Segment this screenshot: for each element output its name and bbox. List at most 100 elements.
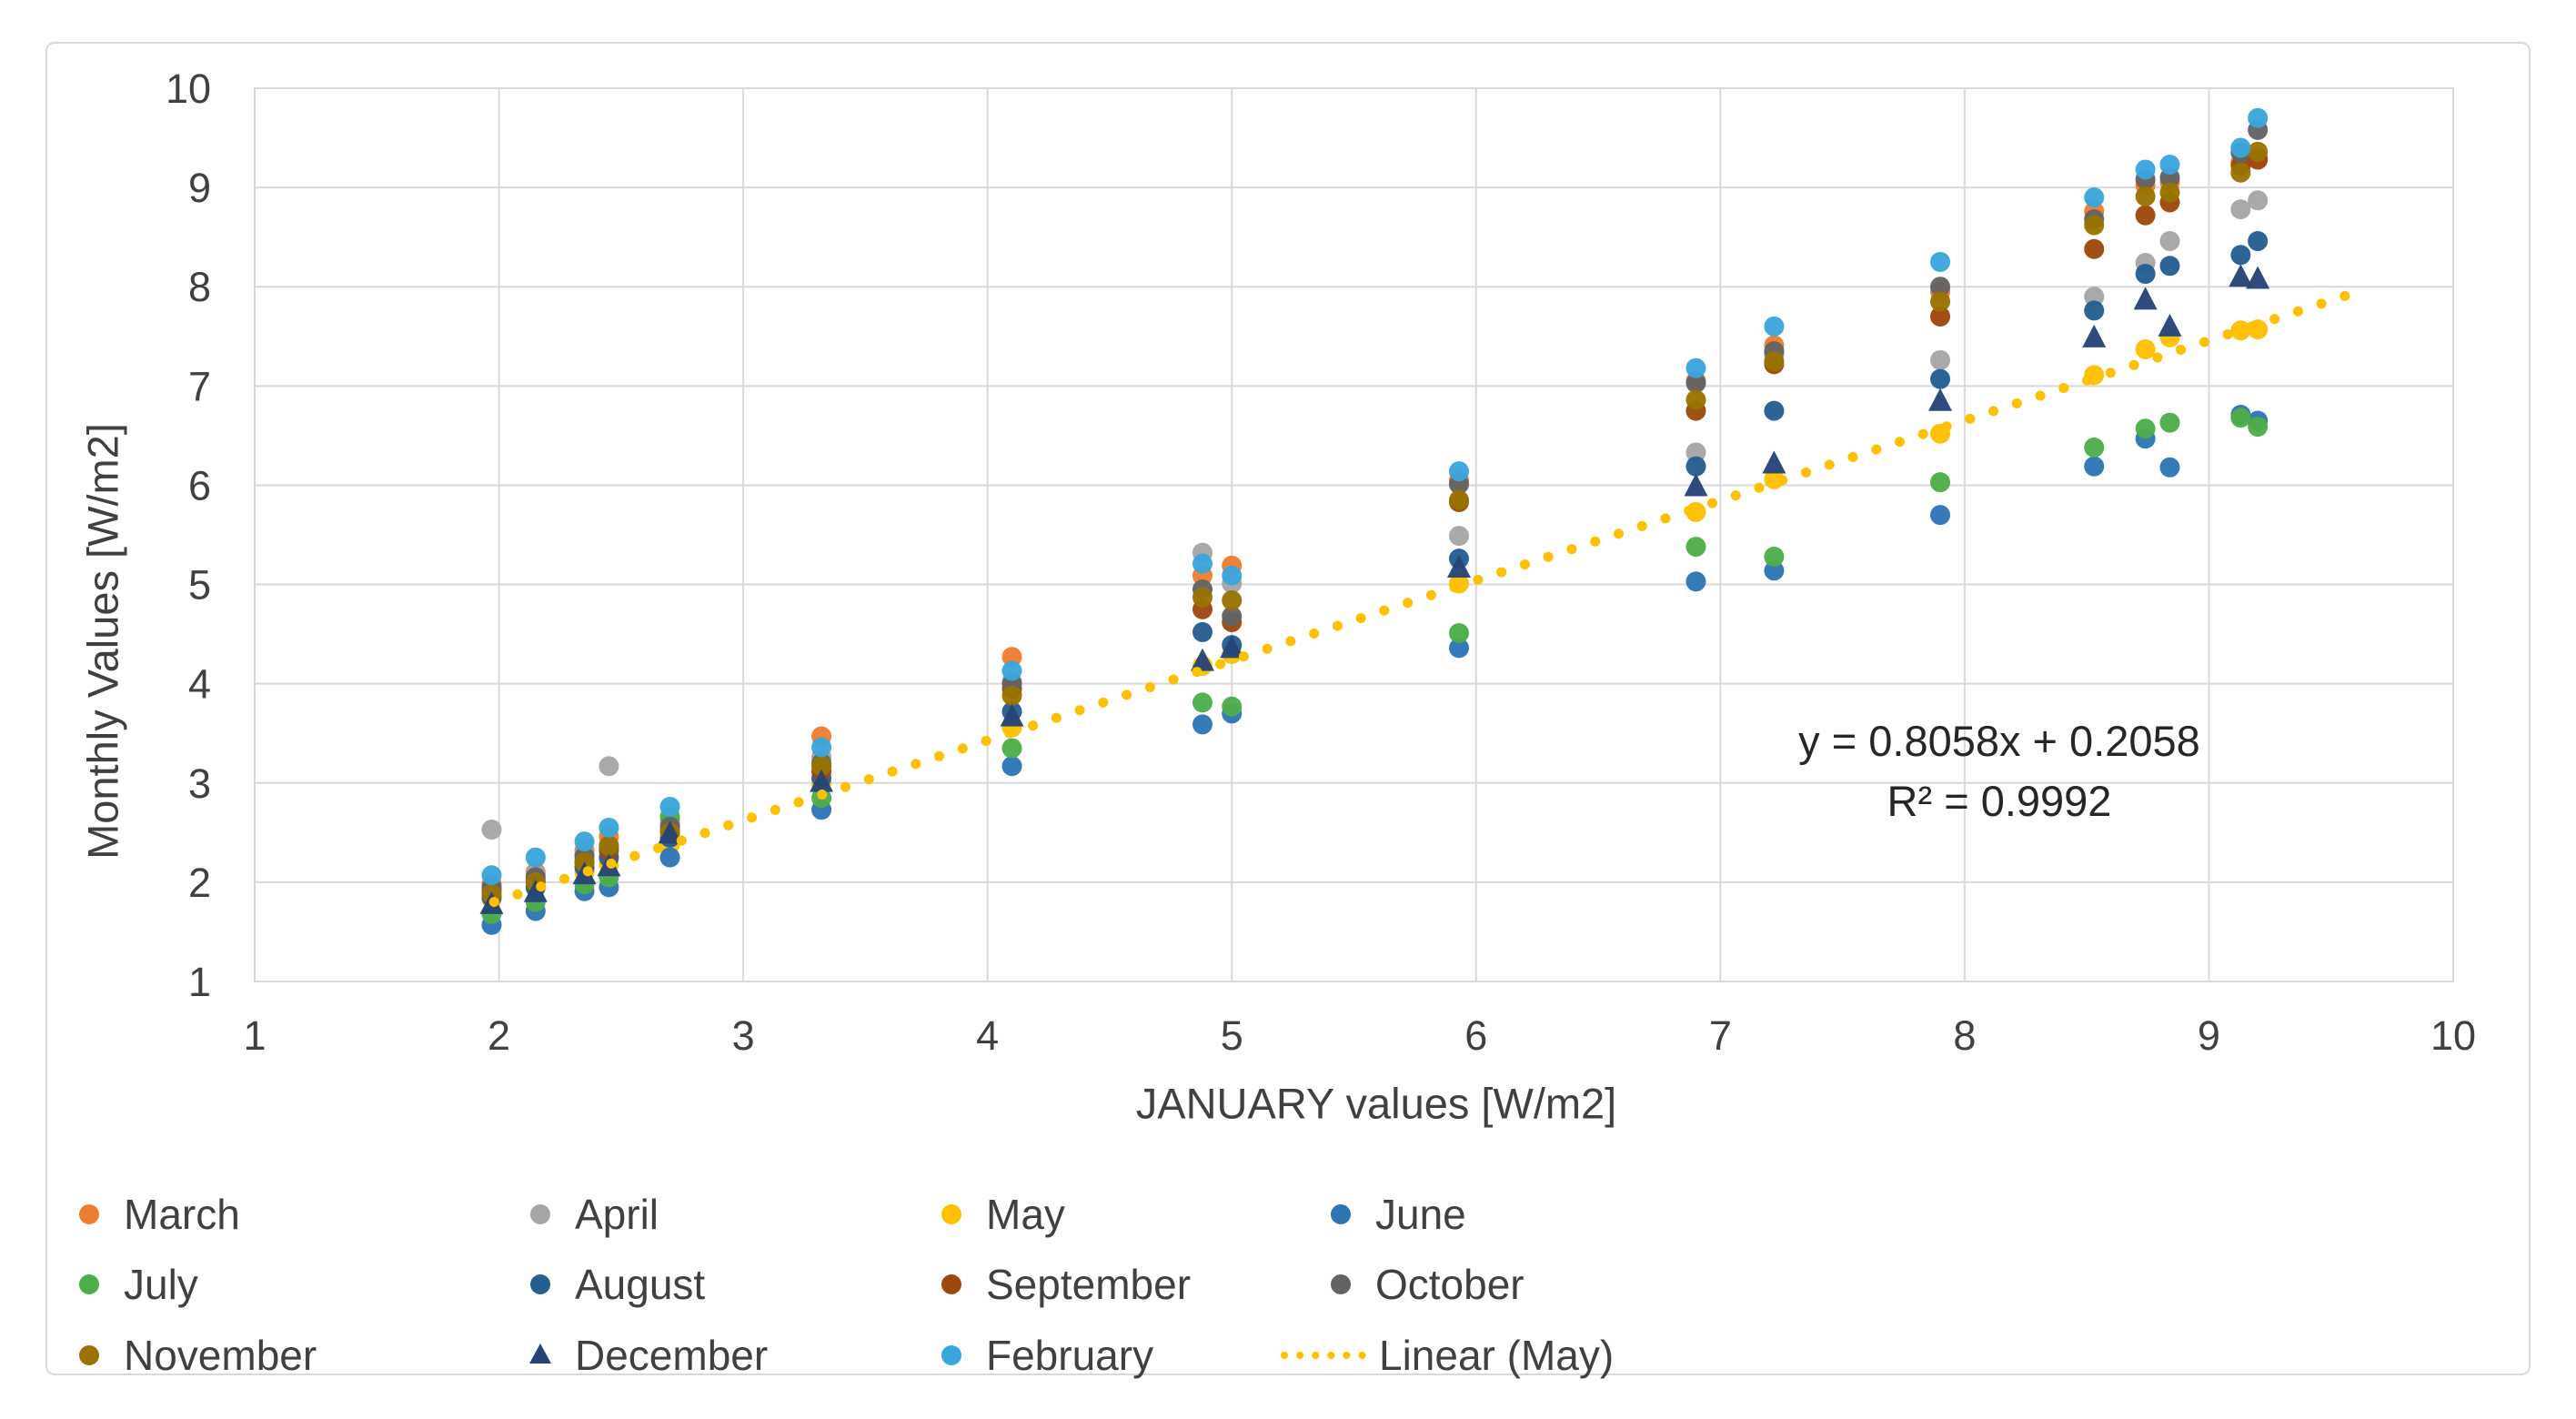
x-tick-label: 8 <box>1953 1012 1976 1059</box>
data-point-august <box>2230 245 2251 266</box>
data-point-june <box>659 847 680 868</box>
data-point-april <box>2248 190 2269 211</box>
legend-marker-june <box>1331 1204 1351 1224</box>
data-point-november <box>2135 186 2156 206</box>
data-point-june <box>1001 756 1022 777</box>
data-point-february <box>2135 159 2156 180</box>
data-point-may <box>1764 468 1785 489</box>
chart-frame <box>45 42 2531 1375</box>
data-point-april <box>599 756 619 777</box>
data-point-april <box>2159 231 2180 252</box>
axis-tick-labels: 1 2 3 4 5 6 7 8 9 10 1 2 3 4 5 6 7 8 9 10 <box>166 65 2476 1059</box>
x-tick-label: 7 <box>1709 1012 1732 1059</box>
data-point-december <box>658 820 682 844</box>
data-point-february <box>2230 137 2251 158</box>
data-point-july <box>1222 696 1243 717</box>
data-point-november <box>1192 587 1213 608</box>
legend-label: July <box>124 1261 198 1308</box>
legend-label: September <box>986 1261 1191 1308</box>
legend-label: February <box>986 1332 1153 1379</box>
data-point-november <box>811 756 832 777</box>
legend: March April May June July August September Octo… <box>79 1191 1614 1379</box>
data-point-february <box>2159 155 2180 176</box>
data-point-february <box>1001 660 1022 681</box>
data-point-december <box>1000 703 1024 727</box>
legend-marker-july <box>79 1274 99 1294</box>
data-point-august <box>2248 231 2269 252</box>
legend-item-linear-may: Linear (May) <box>1281 1332 1614 1379</box>
legend-marker-september <box>941 1274 961 1294</box>
data-point-september <box>1930 306 1951 327</box>
legend-item-march: March <box>79 1191 240 1238</box>
data-point-february <box>1192 553 1213 574</box>
data-point-july <box>2248 417 2269 438</box>
r-squared-line: R² = 0.9992 <box>1887 777 2112 825</box>
legend-item-july: July <box>79 1261 198 1308</box>
data-point-february <box>1685 357 1706 378</box>
data-point-august <box>1192 621 1213 642</box>
equation-line: y = 0.8058x + 0.2058 <box>1798 717 2200 765</box>
legend-marker-february <box>941 1345 961 1365</box>
trendline-equation: y = 0.8058x + 0.2058 R² = 0.9992 <box>1798 711 2200 831</box>
data-point-april <box>1930 349 1951 370</box>
data-point-february <box>1930 251 1951 272</box>
legend-label: August <box>575 1261 705 1308</box>
data-point-december <box>2082 324 2107 347</box>
data-point-february <box>659 796 680 817</box>
data-point-april <box>1685 442 1706 463</box>
legend-marker-april <box>530 1204 550 1224</box>
legend-label: June <box>1375 1191 1466 1238</box>
data-point-february <box>1222 565 1243 586</box>
data-point-december <box>1684 473 1708 497</box>
data-point-june <box>1930 505 1951 526</box>
data-point-december <box>1446 555 1471 579</box>
y-tick-label: 6 <box>188 462 211 508</box>
data-point-december <box>1190 648 1214 671</box>
data-point-april <box>2230 199 2251 220</box>
data-point-may <box>2230 320 2251 341</box>
y-tick-label: 2 <box>188 860 211 906</box>
y-tick-label: 7 <box>188 363 211 409</box>
data-point-december <box>2229 264 2253 287</box>
data-point-july <box>2084 437 2105 458</box>
legend-item-april: April <box>530 1191 659 1238</box>
data-point-october <box>1685 373 1706 394</box>
data-point-november <box>1685 389 1706 410</box>
x-tick-label: 6 <box>1464 1012 1487 1059</box>
legend-marker-august <box>530 1274 550 1294</box>
data-point-november <box>1930 291 1951 312</box>
data-point-february <box>1764 316 1785 337</box>
data-point-december <box>523 879 548 902</box>
legend-label: April <box>575 1191 659 1238</box>
data-point-june <box>1685 571 1706 592</box>
data-point-november <box>2230 162 2251 183</box>
data-point-august <box>2084 300 2105 321</box>
x-axis-title: JANUARY values [W/m2] <box>1135 1079 1617 1128</box>
data-point-november <box>1222 590 1243 611</box>
legend-marker-march <box>79 1204 99 1224</box>
legend-item-november: November <box>79 1332 317 1379</box>
data-point-july <box>1192 692 1213 713</box>
data-point-october <box>1222 606 1243 627</box>
series-december <box>479 264 2270 914</box>
legend-item-december: December <box>529 1332 768 1379</box>
x-tick-label: 10 <box>2430 1012 2476 1059</box>
data-point-february <box>481 865 502 886</box>
data-point-february <box>811 737 832 758</box>
data-point-november <box>1448 489 1469 510</box>
data-point-july <box>1001 738 1022 759</box>
legend-label: March <box>124 1191 240 1238</box>
x-tick-label: 5 <box>1221 1012 1243 1059</box>
data-point-april <box>1448 526 1469 547</box>
data-points <box>479 107 2270 935</box>
data-point-september <box>2135 205 2156 226</box>
legend-item-august: August <box>530 1261 705 1308</box>
legend-item-october: October <box>1331 1261 1524 1308</box>
data-point-october <box>1930 277 1951 297</box>
y-tick-label: 8 <box>188 264 211 310</box>
data-point-may <box>2135 338 2156 359</box>
y-tick-label: 10 <box>166 65 211 112</box>
data-point-december <box>1220 635 1244 659</box>
data-point-february <box>525 847 546 868</box>
y-tick-label: 1 <box>188 959 211 1005</box>
